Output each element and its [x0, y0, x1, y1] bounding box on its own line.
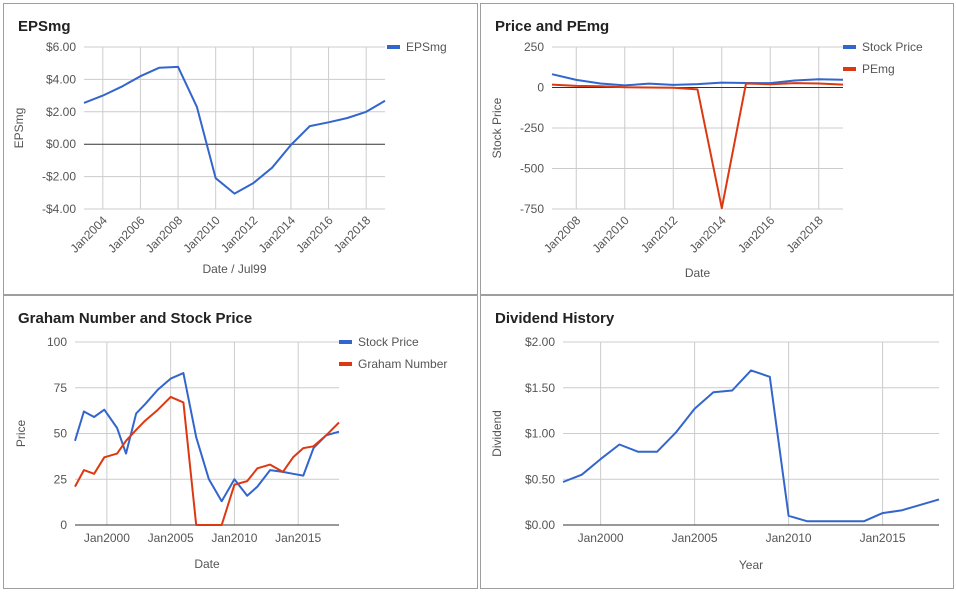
x-axis-title: Year — [739, 558, 763, 572]
x-tick-label: Jan2008 — [143, 213, 186, 256]
y-axis-title: Dividend — [490, 410, 504, 457]
dividend-chart-svg: $2.00 $1.50 $1.00 $0.50 $0.00 Jan2000 Jan2005 J… — [490, 335, 940, 572]
legend-label: Stock Price — [862, 40, 923, 54]
legend-swatch — [387, 45, 400, 49]
legend-label: Graham Number — [358, 357, 447, 371]
y-axis-title: Stock Price — [490, 97, 504, 158]
dividend-chart-title: Dividend History — [495, 310, 615, 327]
x-tick-label: Jan2016 — [293, 213, 336, 256]
y-tick-label: $1.00 — [525, 427, 555, 441]
legend-label: PEmg — [862, 62, 895, 76]
eps-chart-title: EPSmg — [18, 18, 71, 35]
y-tick-label: 50 — [54, 427, 68, 441]
legend-swatch — [339, 362, 352, 366]
legend-swatch — [843, 67, 856, 71]
x-tick-label: Jan2012 — [218, 213, 261, 256]
y-tick-label: 100 — [47, 335, 67, 349]
x-tick-label: Jan2014 — [686, 213, 729, 256]
x-tick-label: Jan2004 — [67, 213, 110, 256]
x-axis-title: Date — [685, 266, 711, 280]
x-tick-label: Jan2005 — [672, 531, 718, 545]
y-tick-label: -500 — [520, 162, 544, 176]
x-tick-label: Jan2018 — [783, 213, 826, 256]
y-tick-label: $6.00 — [46, 40, 76, 54]
graham-chart-svg: 100 75 50 25 0 Jan2000 Jan2005 Jan2010 Jan2015 Da… — [14, 335, 447, 571]
y-tick-label: $0.00 — [46, 137, 76, 151]
x-tick-label: Jan2000 — [84, 531, 130, 545]
y-tick-label: $4.00 — [46, 72, 76, 86]
legend-label: EPSmg — [406, 40, 447, 54]
series-line-pemg — [551, 82, 844, 210]
x-axis-title: Date / Jul99 — [202, 262, 266, 276]
x-tick-label: Jan2018 — [331, 213, 374, 256]
y-tick-label: -750 — [520, 202, 544, 216]
x-tick-label: Jan2008 — [541, 213, 584, 256]
x-tick-label: Jan2016 — [735, 213, 778, 256]
legend-swatch — [339, 340, 352, 344]
x-axis-title: Date — [194, 557, 220, 571]
x-tick-label: Jan2005 — [148, 531, 194, 545]
y-tick-label: 0 — [60, 518, 67, 532]
x-tick-label: Jan2010 — [211, 531, 257, 545]
x-tick-label: Jan2010 — [766, 531, 812, 545]
x-tick-label: Jan2010 — [180, 213, 223, 256]
y-tick-label: -$4.00 — [42, 202, 76, 216]
series-line-stock-price — [551, 73, 844, 87]
y-tick-label: 75 — [54, 381, 68, 395]
x-tick-label: Jan2012 — [638, 213, 681, 256]
y-tick-label: $2.00 — [46, 105, 76, 119]
x-tick-label: Jan2015 — [860, 531, 906, 545]
y-tick-label: -$2.00 — [42, 170, 76, 184]
price-pe-chart-panel: Price and PEmg 250 0 -250 -500 -750 Jan2008 Ja… — [480, 3, 954, 295]
dividend-chart-panel: Dividend History $2.00 $1.50 $1.00 $0.50 $0.… — [480, 295, 954, 589]
eps-chart-svg: $6.00$4.00$2.00$0.00-$2.00-$4.00Jan2004J… — [12, 40, 447, 276]
y-tick-label: 250 — [524, 40, 544, 54]
y-tick-label: $2.00 — [525, 335, 555, 349]
y-axis-title: Price — [14, 420, 28, 448]
y-tick-label: 0 — [537, 81, 544, 95]
series-line-stock-price — [74, 372, 340, 503]
y-tick-label: $0.00 — [525, 518, 555, 532]
eps-chart-panel: EPSmg $6.00 $4.00 $2.00 $0.00 -$2.00 -$4.00 Ja… — [3, 3, 478, 295]
y-tick-label: 25 — [54, 472, 68, 486]
series-line-dividend — [562, 369, 940, 523]
graham-chart-panel: Graham Number and Stock Price 100 75 50 25 0… — [3, 295, 478, 589]
graham-chart-title: Graham Number and Stock Price — [18, 310, 253, 327]
legend-label: Stock Price — [358, 335, 419, 349]
x-tick-label: Jan2000 — [578, 531, 624, 545]
x-tick-label: Jan2010 — [589, 213, 632, 256]
y-axis-title: EPSmg — [12, 108, 26, 149]
y-tick-label: -250 — [520, 121, 544, 135]
series-line-epsmg — [83, 65, 386, 195]
y-tick-label: $0.50 — [525, 472, 555, 486]
legend-swatch — [843, 45, 856, 49]
x-tick-label: Jan2014 — [256, 213, 299, 256]
price-pe-chart-title: Price and PEmg — [495, 18, 610, 35]
series-line-graham-number — [74, 395, 340, 526]
y-tick-label: $1.50 — [525, 381, 555, 395]
x-tick-label: Jan2015 — [275, 531, 321, 545]
x-tick-label: Jan2006 — [105, 213, 148, 256]
